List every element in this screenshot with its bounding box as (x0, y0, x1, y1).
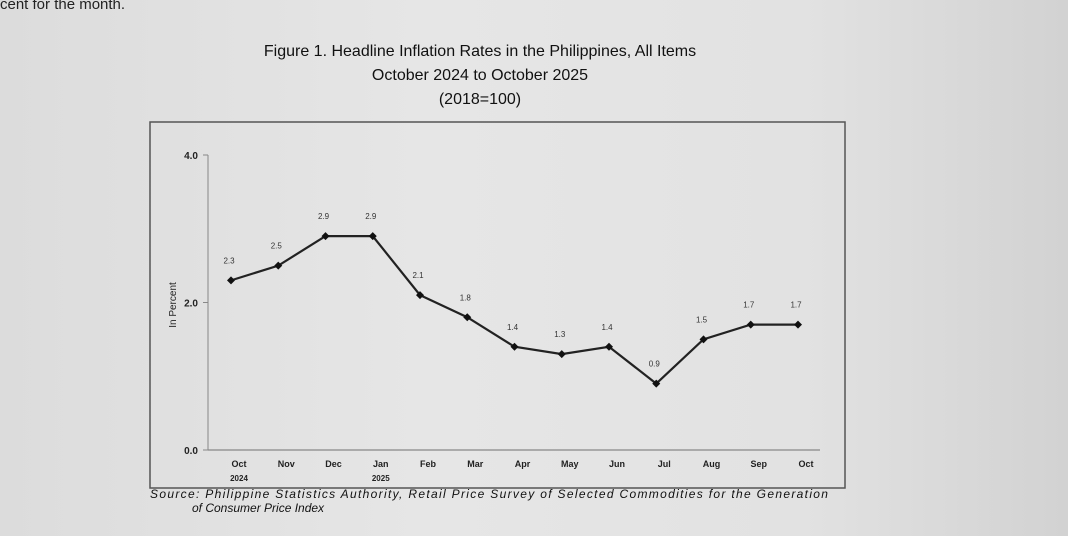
data-point (227, 276, 235, 285)
x-tick-label: Sep (750, 459, 767, 469)
data-label: 1.7 (743, 301, 755, 310)
data-label: 1.5 (696, 315, 708, 324)
x-tick-label: Nov (278, 459, 295, 469)
data-point (699, 335, 708, 344)
x-tick-label: Dec (325, 459, 342, 469)
data-point (463, 313, 472, 322)
x-tick-label: Oct (798, 459, 813, 469)
chart-base-year: (2018=100) (439, 91, 521, 108)
data-point (321, 232, 330, 241)
data-point (274, 261, 283, 270)
source-note-line2: of Consumer Price Index (192, 501, 325, 515)
data-point (794, 320, 802, 329)
chart-title: Figure 1. Headline Inflation Rates in th… (264, 43, 696, 60)
data-label: 1.4 (601, 323, 613, 332)
data-label: 2.9 (365, 212, 377, 221)
x-tick-label: May (561, 459, 579, 469)
data-label: 1.7 (790, 301, 802, 310)
x-tick-label: Jan (373, 459, 389, 469)
x-tick-label: Apr (515, 459, 531, 469)
x-year-label: 2025 (372, 474, 390, 483)
data-point (557, 350, 566, 359)
data-point (510, 342, 519, 351)
data-point (605, 342, 613, 351)
previous-paragraph-text: cent for the month. (0, 0, 126, 13)
x-tick-label: Jun (609, 459, 625, 469)
x-tick-label: Oct (231, 459, 246, 469)
data-point (746, 320, 755, 329)
data-label: 1.3 (554, 330, 566, 339)
y-tick-label: 0.0 (184, 446, 198, 457)
y-axis-label: In Percent (168, 282, 179, 328)
chart-frame (149, 121, 846, 489)
x-tick-label: Feb (420, 459, 437, 469)
data-point (416, 291, 424, 300)
data-point (368, 232, 377, 241)
data-label: 2.5 (271, 242, 283, 251)
x-tick-label: Mar (467, 459, 484, 469)
source-note-line1: Source: Philippine Statistics Authority,… (150, 487, 828, 501)
y-tick-label: 2.0 (184, 299, 198, 310)
x-tick-label: Aug (703, 459, 721, 469)
x-tick-label: Jul (658, 459, 671, 469)
data-label: 1.4 (507, 323, 519, 332)
data-label: 2.1 (412, 271, 424, 280)
data-label: 2.3 (223, 256, 235, 265)
data-label: 2.9 (318, 212, 330, 221)
series-line (230, 235, 798, 386)
chart-subtitle: October 2024 to October 2025 (372, 67, 588, 84)
x-year-label: 2024 (230, 474, 248, 483)
data-point (652, 379, 661, 388)
data-label: 1.8 (460, 293, 472, 302)
y-tick-label: 4.0 (184, 151, 198, 162)
data-label: 0.9 (649, 360, 661, 369)
